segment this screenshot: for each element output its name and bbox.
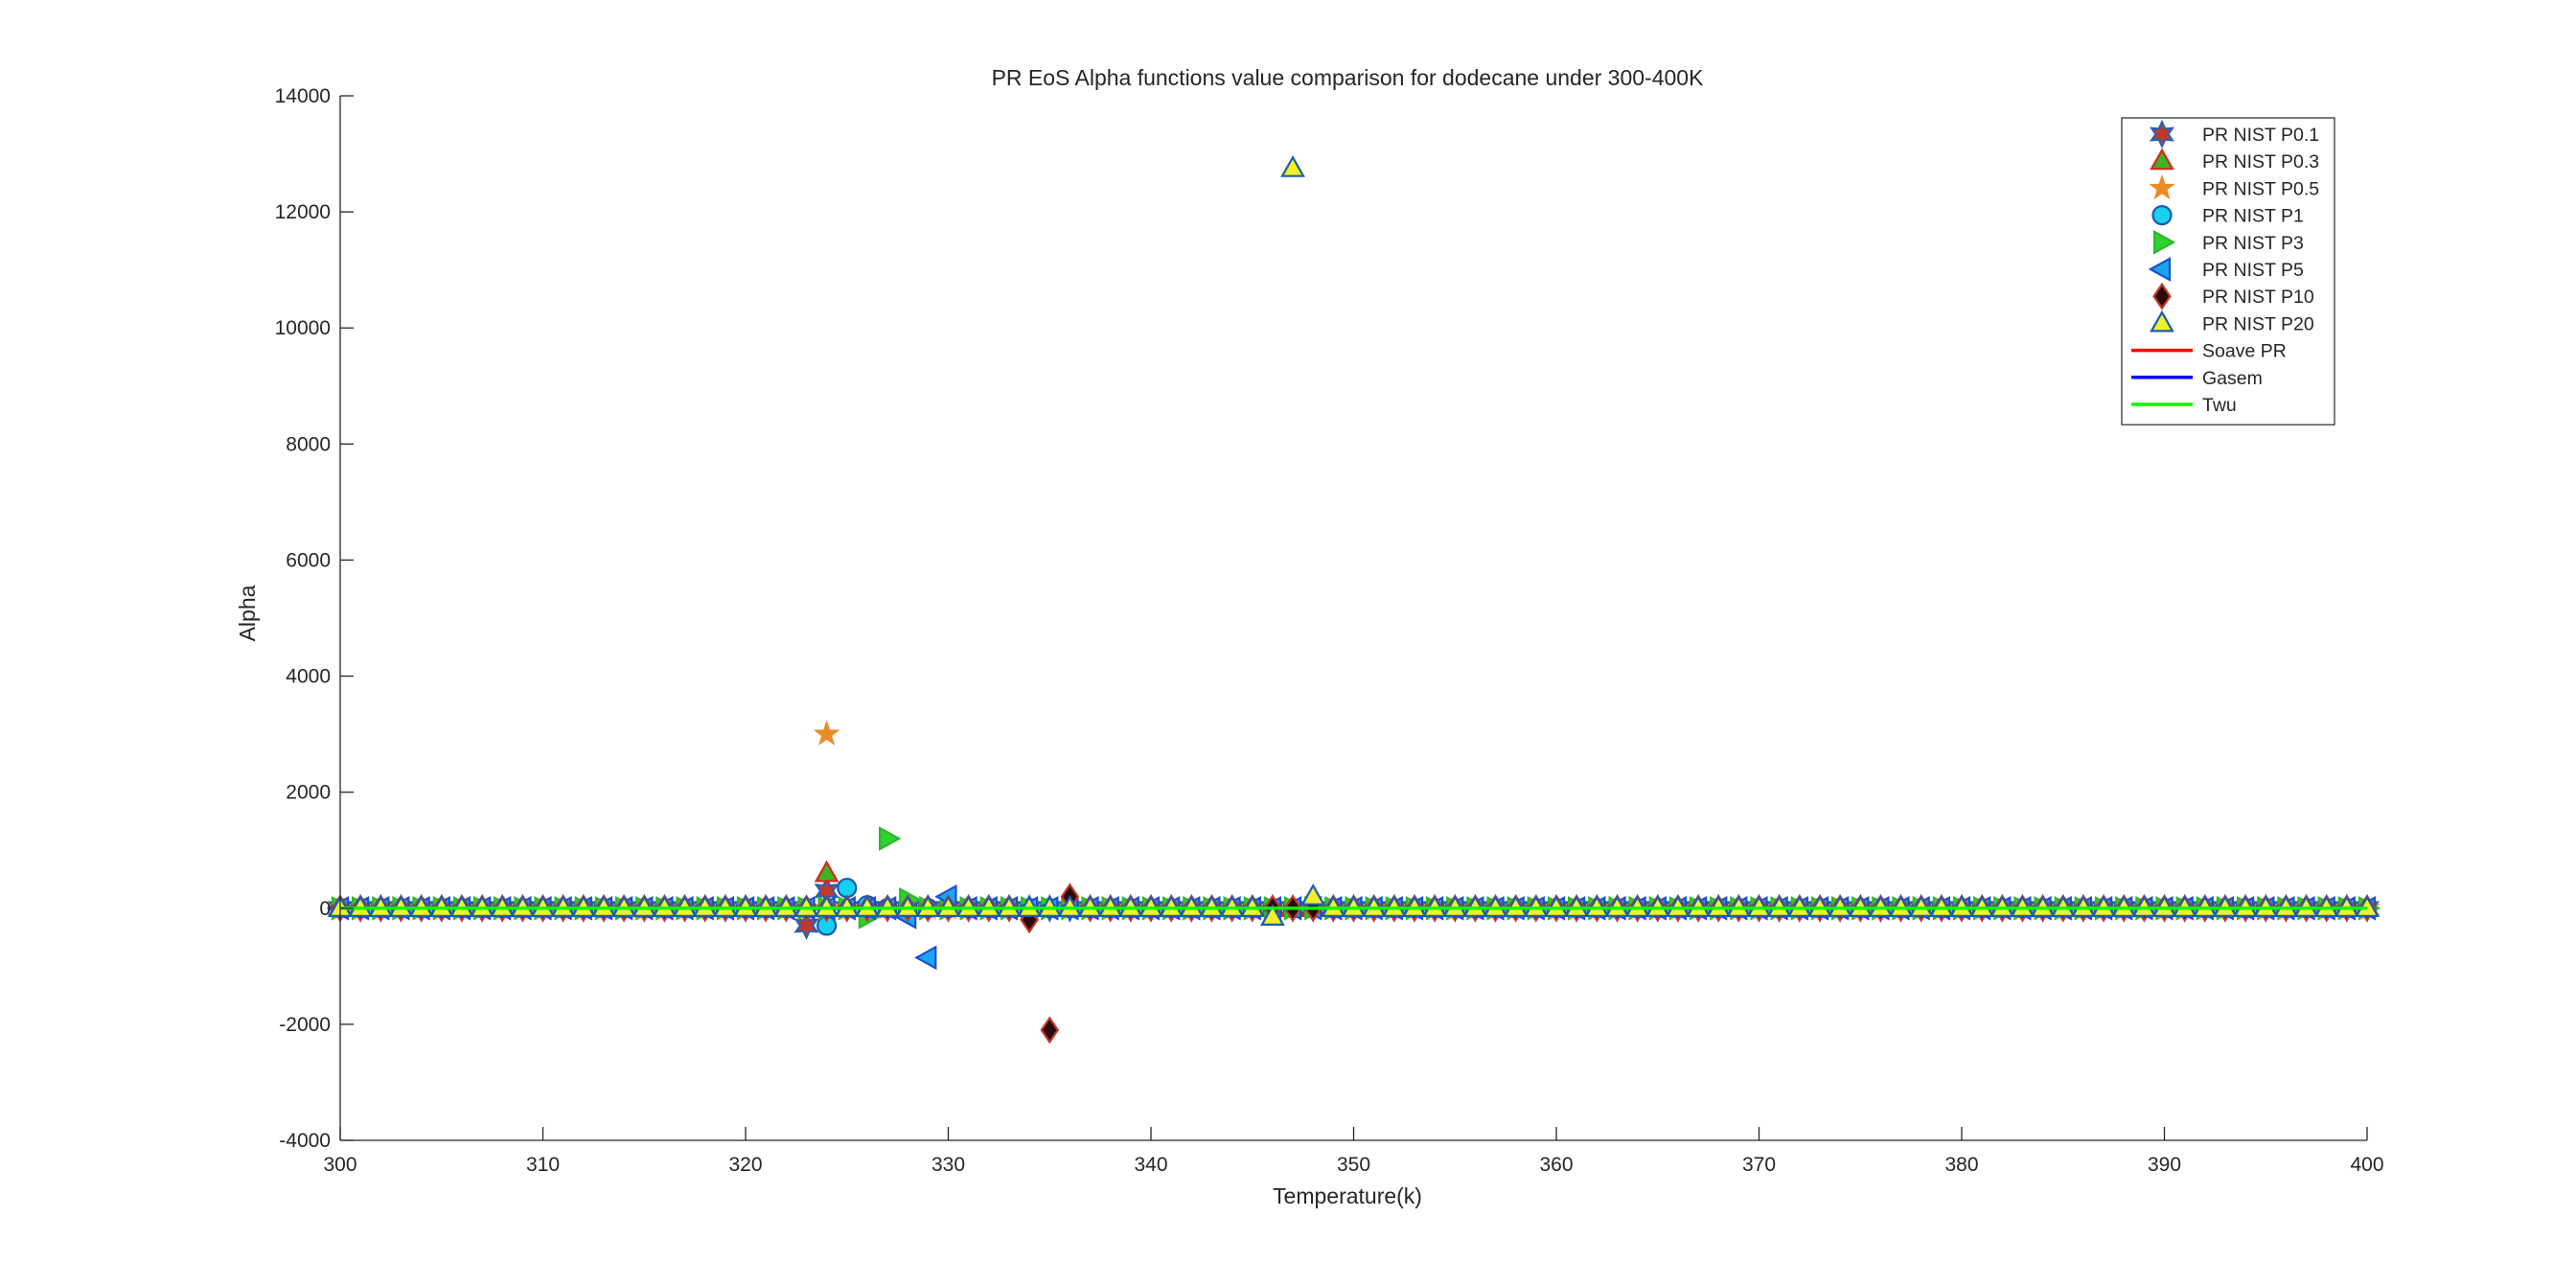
legend-entry: PR NIST P10 [2152,282,2314,310]
data-point [794,910,819,940]
chart-title: PR EoS Alpha functions value comparison … [992,65,1705,90]
axes [340,96,2367,1140]
data-point [1280,154,1305,177]
legend-marker-swatch [2148,257,2172,282]
y-tick-label: 6000 [286,549,331,571]
legend-entry: PR NIST P5 [2148,257,2304,282]
x-tick-label: 360 [1539,1154,1573,1176]
legend-label: PR NIST P0.3 [2202,151,2319,172]
x-tick-label: 300 [323,1154,356,1176]
legend-label: PR NIST P3 [2202,233,2304,254]
legend-label: PR NIST P0.1 [2202,125,2319,146]
y-tick-label: 8000 [286,433,331,455]
y-tick-label: 0 [319,898,331,920]
data-point [814,860,840,883]
x-tick-label: 350 [1337,1154,1370,1176]
legend-entry: PR NIST P1 [2151,205,2304,227]
legend-entry: PR NIST P0.1 [2149,119,2319,149]
axes-frame: 300 310 320 330 340 350 360 370 380 390 400 -4000 -2… [275,85,2384,1176]
legend-marker-swatch [2149,173,2175,200]
legend-marker-swatch [2152,229,2176,255]
legend-label: PR NIST P0.5 [2202,178,2319,199]
data-point [1040,1016,1060,1045]
x-tick-label: 310 [526,1154,560,1176]
legend-marker-swatch [2150,148,2174,171]
legend-entry: Gasem [2131,368,2263,389]
data-point [1300,883,1326,906]
data-point [914,945,937,971]
legend-entry: PR NIST P3 [2152,229,2304,255]
legend: PR NIST P0.1 PR NIST P0.3 PR NIST P0.5 PR N… [2121,117,2335,425]
y-tick-label: 4000 [286,666,331,688]
x-tick-label: 370 [1742,1154,1776,1176]
x-tick-label: 330 [932,1154,965,1176]
y-tick-label: 14000 [275,85,331,107]
data-point [813,720,840,746]
legend-entry: Twu [2131,395,2237,416]
y-axis-label: Alpha [235,585,260,641]
legend-label: PR NIST P1 [2202,206,2304,227]
legend-label: Gasem [2202,368,2263,389]
y-tick-label: 10000 [275,317,331,339]
data-point [837,877,858,899]
data-point [878,826,902,851]
x-axis-label: Temperature(k) [1273,1183,1422,1208]
legend-label: PR NIST P10 [2202,287,2314,308]
x-tick-label: 390 [2148,1154,2181,1176]
legend-entry: PR NIST P20 [2150,310,2314,334]
legend-label: PR NIST P5 [2202,260,2304,281]
y-tick-label: 2000 [286,782,331,804]
legend-entry: PR NIST P0.3 [2150,148,2319,172]
legend-entry: PR NIST P0.5 [2149,173,2319,200]
legend-marker-swatch [2152,282,2172,310]
data-point [1260,904,1285,927]
legend-entry: Soave PR [2131,341,2287,362]
legend-label: PR NIST P20 [2202,313,2314,334]
x-tick-label: 400 [2350,1154,2383,1176]
y-tick-label: -4000 [279,1130,331,1152]
x-tick-label: 320 [728,1154,762,1176]
legend-marker-swatch [2151,205,2173,226]
legend-label: Twu [2202,395,2237,416]
y-tick-label: -2000 [279,1014,331,1036]
plot-area [340,96,2367,1140]
legend-label: Soave PR [2202,341,2287,362]
y-tick-label: 12000 [275,201,331,223]
x-tick-label: 380 [1944,1154,1978,1176]
legend-marker-swatch [2150,310,2174,333]
x-tick-label: 340 [1134,1154,1167,1176]
legend-marker-swatch [2149,119,2175,149]
